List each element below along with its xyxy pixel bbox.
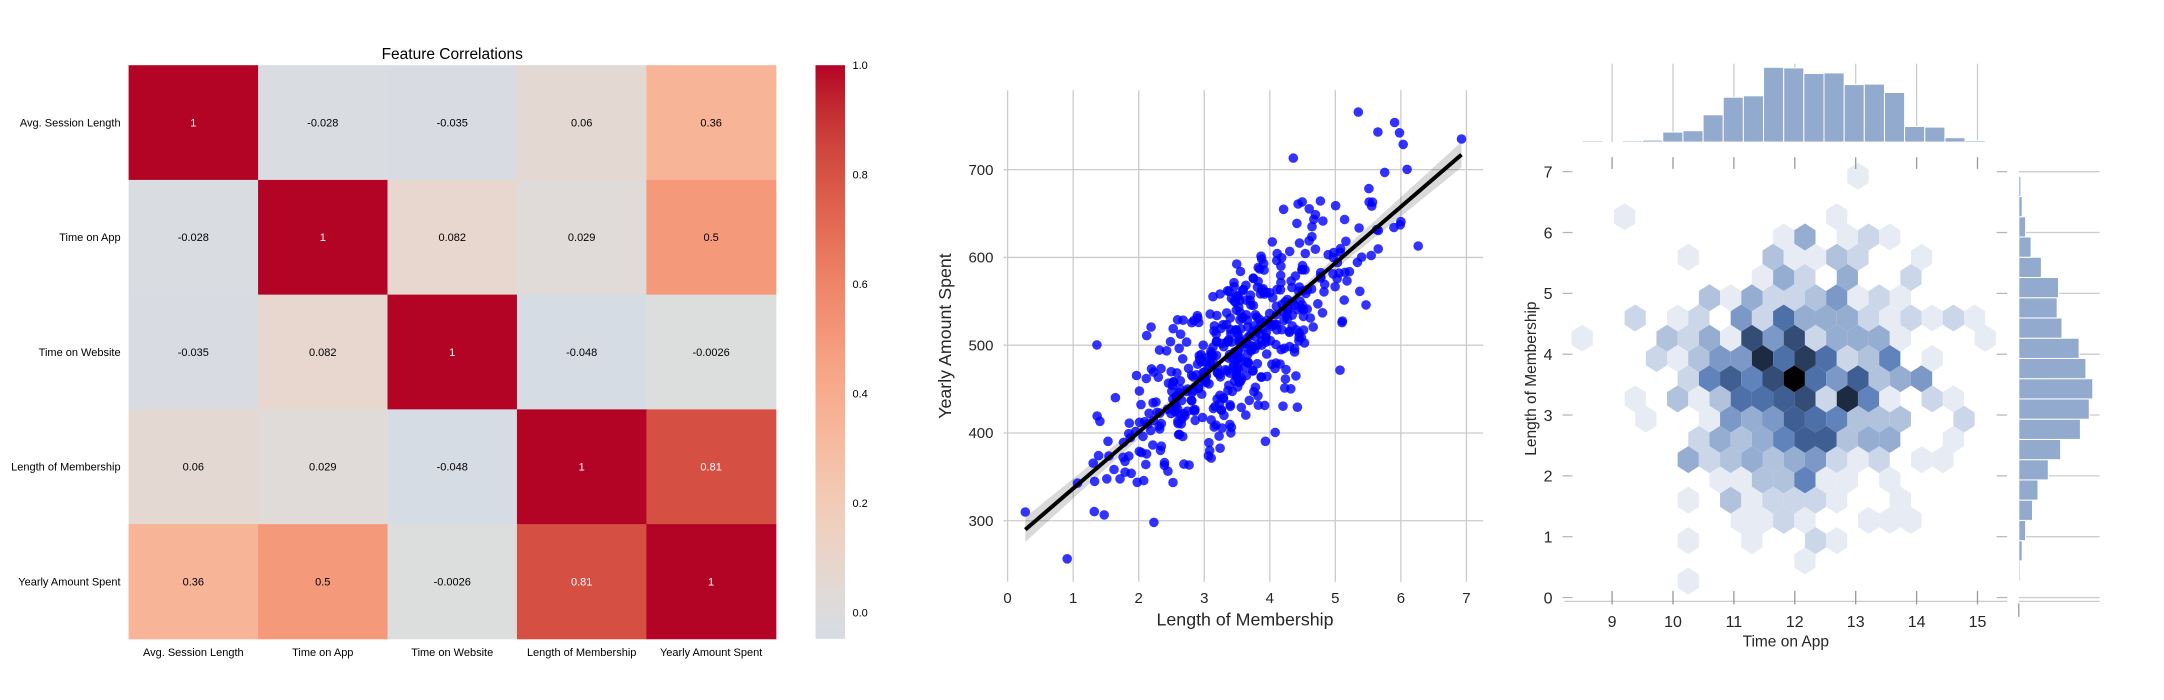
svg-text:Length of Membership: Length of Membership bbox=[11, 462, 120, 474]
svg-text:1: 1 bbox=[190, 117, 196, 129]
svg-text:7: 7 bbox=[1544, 164, 1553, 181]
svg-text:0.5: 0.5 bbox=[703, 232, 718, 244]
svg-text:0.36: 0.36 bbox=[700, 117, 721, 129]
svg-text:10: 10 bbox=[1664, 614, 1682, 631]
svg-text:-0.028: -0.028 bbox=[307, 117, 338, 129]
svg-text:7: 7 bbox=[1462, 590, 1470, 607]
svg-text:4: 4 bbox=[1266, 590, 1274, 607]
svg-text:0: 0 bbox=[1003, 590, 1011, 607]
svg-text:300: 300 bbox=[968, 513, 993, 530]
svg-text:-0.048: -0.048 bbox=[566, 347, 597, 359]
svg-text:700: 700 bbox=[968, 162, 993, 179]
svg-text:0.029: 0.029 bbox=[568, 232, 596, 244]
svg-text:-0.0026: -0.0026 bbox=[434, 576, 471, 588]
svg-text:3: 3 bbox=[1200, 590, 1208, 607]
svg-text:5: 5 bbox=[1331, 590, 1339, 607]
svg-text:500: 500 bbox=[968, 337, 993, 354]
svg-text:0.029: 0.029 bbox=[309, 462, 337, 474]
svg-text:600: 600 bbox=[968, 250, 993, 267]
svg-text:9: 9 bbox=[1608, 614, 1617, 631]
svg-text:Time on Website: Time on Website bbox=[39, 347, 121, 359]
svg-text:0.2: 0.2 bbox=[853, 498, 868, 510]
svg-text:400: 400 bbox=[968, 425, 993, 442]
svg-text:13: 13 bbox=[1847, 614, 1865, 631]
svg-text:-0.035: -0.035 bbox=[178, 347, 209, 359]
svg-text:15: 15 bbox=[1969, 614, 1987, 631]
svg-text:4: 4 bbox=[1544, 347, 1553, 364]
svg-text:Length of Membership: Length of Membership bbox=[527, 647, 636, 659]
svg-text:Time on App: Time on App bbox=[292, 647, 353, 659]
svg-text:-0.035: -0.035 bbox=[437, 117, 468, 129]
svg-text:12: 12 bbox=[1786, 614, 1804, 631]
svg-text:0.06: 0.06 bbox=[571, 117, 592, 129]
svg-text:Time on App: Time on App bbox=[59, 232, 120, 244]
svg-text:1: 1 bbox=[708, 576, 714, 588]
svg-text:1: 1 bbox=[1544, 530, 1553, 547]
svg-text:Time on Website: Time on Website bbox=[411, 647, 493, 659]
svg-text:Feature Correlations: Feature Correlations bbox=[382, 46, 524, 63]
svg-text:14: 14 bbox=[1908, 614, 1926, 631]
svg-text:0.81: 0.81 bbox=[700, 462, 721, 474]
svg-text:0.06: 0.06 bbox=[183, 462, 204, 474]
svg-text:Avg. Session Length: Avg. Session Length bbox=[20, 117, 121, 129]
svg-text:Avg. Session Length: Avg. Session Length bbox=[143, 647, 244, 659]
svg-text:2: 2 bbox=[1544, 469, 1553, 486]
svg-text:0: 0 bbox=[1544, 590, 1553, 607]
svg-text:3: 3 bbox=[1544, 408, 1553, 425]
svg-text:0.81: 0.81 bbox=[571, 576, 592, 588]
svg-text:5: 5 bbox=[1544, 286, 1553, 303]
svg-text:Time on App: Time on App bbox=[1743, 634, 1829, 651]
svg-text:Yearly Amount Spent: Yearly Amount Spent bbox=[660, 647, 762, 659]
svg-text:-0.028: -0.028 bbox=[178, 232, 209, 244]
svg-text:6: 6 bbox=[1397, 590, 1405, 607]
svg-text:1.0: 1.0 bbox=[853, 60, 868, 72]
svg-text:Yearly Amount Spent: Yearly Amount Spent bbox=[18, 576, 120, 588]
svg-text:-0.0026: -0.0026 bbox=[692, 347, 729, 359]
svg-text:1: 1 bbox=[1069, 590, 1077, 607]
svg-text:-0.048: -0.048 bbox=[437, 462, 468, 474]
svg-text:Length of Membership: Length of Membership bbox=[1157, 610, 1334, 630]
svg-text:0.5: 0.5 bbox=[315, 576, 330, 588]
svg-text:0.0: 0.0 bbox=[853, 608, 868, 620]
svg-text:0.082: 0.082 bbox=[438, 232, 466, 244]
svg-text:0.082: 0.082 bbox=[309, 347, 337, 359]
svg-text:0.4: 0.4 bbox=[853, 389, 868, 401]
svg-text:Length of Membership: Length of Membership bbox=[1523, 301, 1540, 455]
svg-text:0.6: 0.6 bbox=[853, 279, 868, 291]
svg-text:Yearly Amount Spent: Yearly Amount Spent bbox=[935, 253, 955, 418]
svg-text:11: 11 bbox=[1726, 614, 1743, 631]
svg-text:1: 1 bbox=[579, 462, 585, 474]
svg-text:1: 1 bbox=[320, 232, 326, 244]
svg-text:1: 1 bbox=[449, 347, 455, 359]
svg-text:6: 6 bbox=[1544, 225, 1553, 242]
svg-text:2: 2 bbox=[1135, 590, 1143, 607]
svg-text:0.8: 0.8 bbox=[853, 170, 868, 182]
svg-text:0.36: 0.36 bbox=[183, 576, 204, 588]
